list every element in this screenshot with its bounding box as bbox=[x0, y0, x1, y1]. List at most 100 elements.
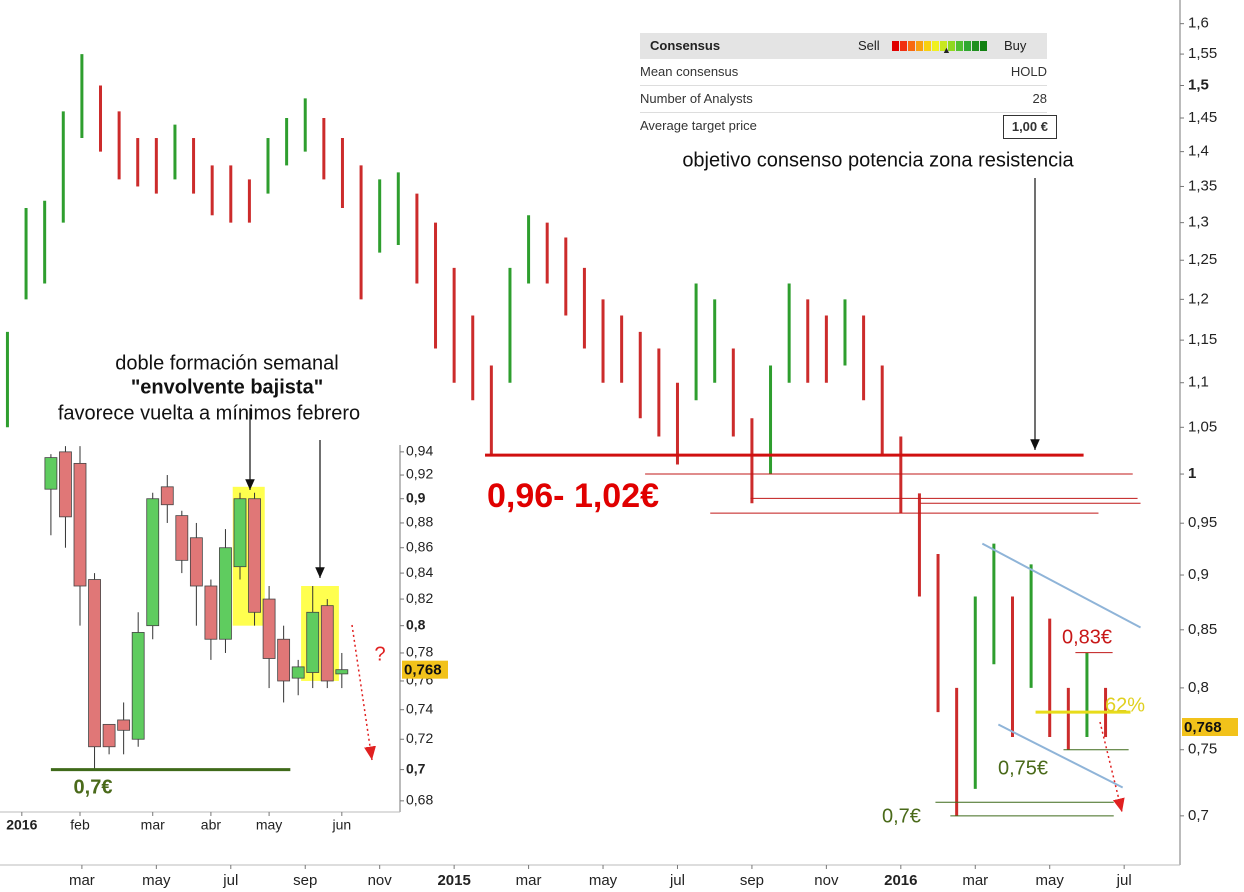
y-tick-label: 1,55 bbox=[1188, 45, 1217, 62]
level-line bbox=[981, 542, 1142, 629]
x-tick-label: mar bbox=[962, 872, 988, 889]
candle-body bbox=[335, 669, 349, 675]
annotation: 0,75€ bbox=[998, 757, 1048, 779]
table-title: Consensus bbox=[650, 38, 721, 53]
candle-body bbox=[320, 605, 334, 682]
candle-body bbox=[88, 579, 101, 748]
candle-body bbox=[262, 598, 276, 659]
row-value: 28 bbox=[1032, 91, 1047, 106]
y-tick-label: 1,2 bbox=[1188, 290, 1209, 307]
candle-body bbox=[219, 547, 232, 640]
x-tick-label: mar bbox=[69, 872, 95, 889]
annotations: objetivo consenso potencia zona resisten… bbox=[58, 149, 1145, 827]
y-tick-label: 0,92 bbox=[406, 466, 433, 482]
inset-chart: 0,940,920,90,880,860,840,820,80,780,760,… bbox=[0, 443, 448, 833]
annotation: 0,7€ bbox=[882, 805, 921, 827]
y-tick-label: 0,82 bbox=[406, 590, 433, 606]
price-tag bbox=[1182, 718, 1238, 737]
y-tick-label: 1,5 bbox=[1188, 76, 1209, 93]
candle-body bbox=[146, 498, 160, 627]
candle-body bbox=[306, 611, 320, 673]
x-tick-label: nov bbox=[814, 872, 839, 889]
x-tick-label: 2016 bbox=[6, 817, 37, 833]
x-tick-label: jul bbox=[222, 872, 238, 889]
annotation: 0,96- 1,02€ bbox=[487, 477, 659, 515]
consensus-table: Consensus Sell ▲ Buy Mean consensus HOLD … bbox=[640, 33, 1057, 139]
annotation: "envolvente bajista" bbox=[131, 376, 323, 398]
x-tick-label: jul bbox=[669, 872, 685, 889]
x-tick-label: 2015 bbox=[437, 872, 470, 889]
candle-body bbox=[233, 498, 247, 568]
x-tick-label: may bbox=[589, 872, 618, 889]
x-tick-label: jul bbox=[1116, 872, 1132, 889]
x-tick-label: may bbox=[142, 872, 171, 889]
candle-body bbox=[73, 462, 87, 587]
candle-body bbox=[44, 457, 58, 490]
x-tick-label: sep bbox=[740, 872, 764, 889]
annotation: 62% bbox=[1105, 694, 1145, 716]
y-tick-label: 0,95 bbox=[1188, 514, 1217, 531]
row-label: Number of Analysts bbox=[640, 91, 753, 106]
y-tick-label: 0,75 bbox=[1188, 741, 1217, 758]
y-tick-label: 1,3 bbox=[1188, 214, 1209, 231]
annotation: ? bbox=[374, 643, 385, 665]
price-tag-label: 0,768 bbox=[404, 662, 442, 679]
candle-body bbox=[59, 451, 72, 518]
y-tick-label: 1,4 bbox=[1188, 143, 1209, 160]
y-tick-label: 0,8 bbox=[1188, 679, 1209, 696]
table-header: Consensus Sell ▲ Buy bbox=[640, 33, 1047, 59]
gauge bbox=[892, 41, 988, 51]
candle-body bbox=[175, 515, 189, 561]
x-tick-label: feb bbox=[70, 817, 90, 833]
y-tick-label: 0,7 bbox=[1188, 807, 1209, 824]
x-tick-label: sep bbox=[293, 872, 317, 889]
y-tick-label: 0,94 bbox=[406, 443, 433, 459]
y-tick-label: 0,78 bbox=[406, 644, 433, 660]
price-tag-label: 0,768 bbox=[1184, 719, 1222, 736]
candle-body bbox=[131, 632, 145, 740]
price-tag bbox=[402, 660, 448, 679]
x-tick-label: mar bbox=[516, 872, 542, 889]
y-tick-label: 0,7 bbox=[406, 760, 426, 776]
candle-body bbox=[117, 719, 131, 731]
table-row: Average target price 1,00 € bbox=[640, 113, 1057, 139]
y-tick-label: 1,1 bbox=[1188, 374, 1209, 391]
x-tick-label: abr bbox=[201, 817, 222, 833]
scale-label: Buy bbox=[1004, 38, 1027, 53]
candle-body bbox=[160, 486, 174, 506]
gauge-pointer: ▲ bbox=[942, 45, 951, 55]
x-tick-label: nov bbox=[368, 872, 393, 889]
y-tick-label: 0,74 bbox=[406, 700, 433, 716]
annotation: objetivo consenso potencia zona resisten… bbox=[682, 149, 1074, 171]
candle-body bbox=[189, 537, 203, 587]
x-tick-label: may bbox=[1036, 872, 1065, 889]
y-tick-label: 1,05 bbox=[1188, 418, 1217, 435]
x-tick-label: mar bbox=[141, 817, 165, 833]
candle-body bbox=[248, 498, 261, 613]
candle-body bbox=[291, 666, 305, 679]
level-line bbox=[997, 723, 1124, 789]
y-tick-label: 0,88 bbox=[406, 514, 433, 530]
candle-body bbox=[277, 638, 291, 682]
scale-label: Sell bbox=[858, 38, 880, 53]
y-tick-label: 0,9 bbox=[1188, 566, 1209, 583]
annotation: 0,7€ bbox=[74, 776, 113, 798]
y-tick-label: 1,45 bbox=[1188, 109, 1217, 126]
y-tick-label: 1,15 bbox=[1188, 331, 1217, 348]
y-tick-label: 1,25 bbox=[1188, 251, 1217, 268]
y-tick-label: 1,6 bbox=[1188, 15, 1209, 32]
row-label: Mean consensus bbox=[640, 64, 739, 79]
x-tick-label: 2016 bbox=[884, 872, 917, 889]
annotation: doble formación semanal bbox=[115, 352, 338, 374]
candle-body bbox=[204, 585, 218, 640]
row-value: HOLD bbox=[1010, 64, 1047, 79]
y-tick-label: 0,85 bbox=[1188, 621, 1217, 638]
table-row: Mean consensus HOLD bbox=[640, 59, 1047, 86]
row-label: Average target price bbox=[640, 118, 757, 133]
y-tick-label: 0,9 bbox=[406, 489, 426, 505]
table-row: Number of Analysts 28 bbox=[640, 86, 1047, 113]
annotation: favorece vuelta a mínimos febrero bbox=[58, 402, 360, 424]
